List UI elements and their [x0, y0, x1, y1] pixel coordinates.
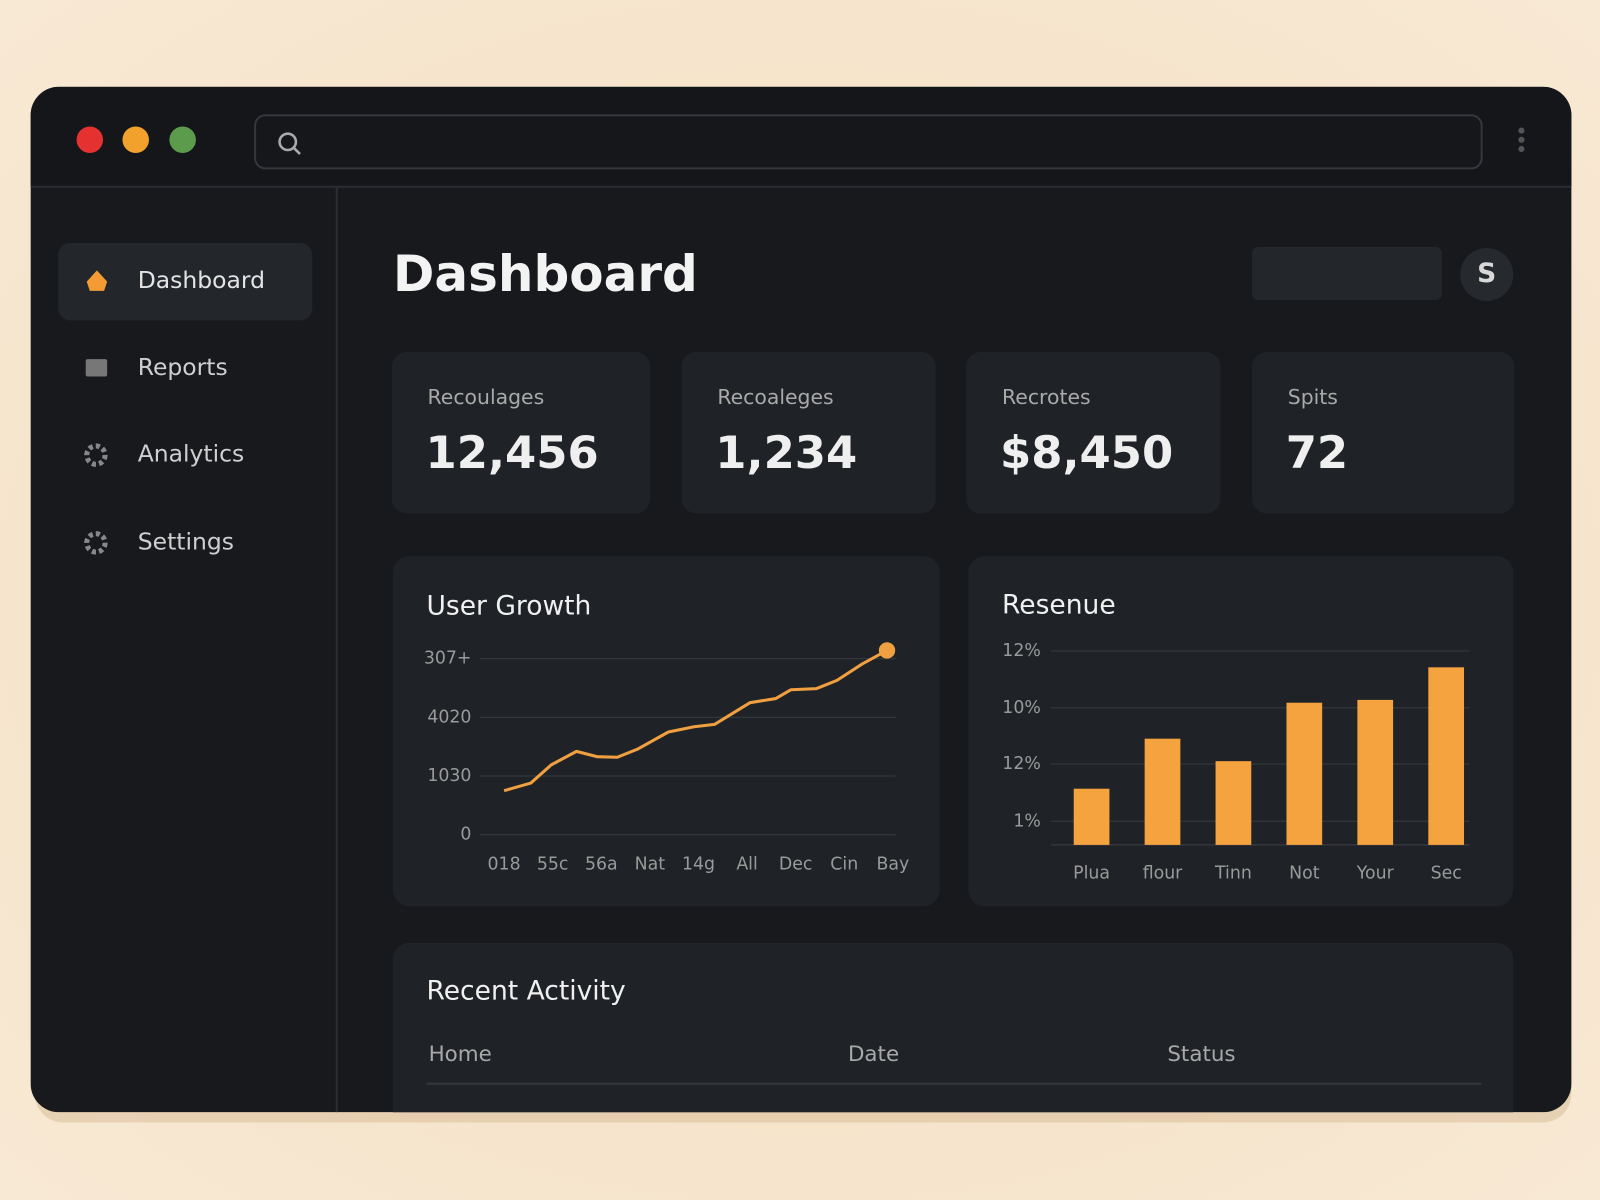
window: Dashboard Reports Analytics Settings Das…	[30, 86, 1572, 1113]
maximize-button[interactable]	[169, 126, 196, 154]
header-button[interactable]	[1252, 246, 1442, 300]
stat-label: Recoaleges	[717, 385, 833, 409]
bar	[1144, 738, 1181, 845]
search-icon-handle	[292, 147, 301, 155]
bar	[1073, 788, 1110, 845]
settings-icon	[84, 531, 108, 555]
activity-panel	[392, 942, 1514, 1113]
stat-value: 12,456	[426, 426, 599, 479]
bar	[1357, 699, 1394, 845]
stat-value: 72	[1286, 426, 1348, 479]
x-tick-label: Sec	[1431, 863, 1462, 883]
y-tick-label: 12%	[1002, 754, 1041, 774]
x-tick-label: flour	[1143, 863, 1183, 883]
x-tick-label: Bay	[876, 854, 909, 874]
x-tick-label: Your	[1356, 863, 1395, 883]
stat-card	[966, 352, 1221, 514]
x-tick-label: 55c	[537, 854, 569, 874]
nav-item[interactable]: Reports	[138, 353, 228, 381]
y-tick-label: 4020	[427, 707, 471, 727]
chart-title: Resenue	[1002, 590, 1116, 621]
active-nav-bg	[58, 242, 313, 321]
nav-item[interactable]: Analytics	[138, 440, 245, 468]
bar	[1215, 761, 1252, 845]
column-header: Home	[429, 1042, 492, 1067]
x-tick-label: 018	[488, 854, 521, 874]
x-tick-label: 56a	[585, 854, 618, 874]
reports-icon	[85, 359, 108, 377]
search-icon	[278, 132, 298, 152]
search-bar[interactable]	[254, 114, 1483, 170]
x-tick-label: Cin	[830, 854, 858, 874]
stat-label: Recrotes	[1002, 385, 1091, 409]
avatar-letter: S	[1477, 258, 1496, 289]
x-tick-label: Not	[1289, 863, 1320, 883]
y-tick-label: 0	[460, 825, 471, 845]
charts: 0 1030 4020 307+ 018 55c 56a Nat 14g All Dec Cin Bay…	[424, 641, 1470, 883]
stat-card	[681, 352, 936, 514]
x-tick-label: Nat	[635, 854, 666, 874]
y-tick-label: 1030	[427, 766, 471, 786]
analytics-icon	[84, 443, 108, 467]
column-header: Date	[848, 1042, 899, 1067]
bar	[1286, 702, 1323, 845]
bar	[1428, 667, 1465, 845]
y-tick-label: 307+	[424, 649, 472, 669]
stat-card	[1252, 352, 1515, 514]
y-tick-label: 1%	[1013, 811, 1041, 831]
nav-item[interactable]: Settings	[138, 527, 234, 555]
stat-label: Spits	[1288, 385, 1338, 409]
stat-value: 1,234	[715, 426, 857, 479]
y-tick-label: 10%	[1002, 698, 1041, 718]
minimize-button[interactable]	[122, 126, 149, 154]
y-tick-label: 12%	[1002, 641, 1041, 661]
column-header: Status	[1167, 1042, 1235, 1067]
x-tick-label: Tinn	[1214, 863, 1252, 883]
close-button[interactable]	[76, 126, 104, 154]
point	[878, 642, 896, 659]
page-title: Dashboard	[393, 245, 698, 303]
x-tick-label: All	[736, 854, 757, 874]
x-tick-label: 14g	[682, 854, 715, 874]
menu-button[interactable]	[1518, 127, 1525, 153]
stat-label: Recoulages	[428, 385, 545, 409]
chart-panel	[392, 556, 940, 907]
x-tick-label: Dec	[779, 854, 813, 874]
avatar[interactable]	[1460, 247, 1514, 302]
line	[503, 649, 888, 793]
nav-item[interactable]: Dashboard	[138, 266, 265, 294]
chart-title: User Growth	[427, 591, 592, 622]
x-tick-label: Plua	[1073, 863, 1110, 883]
stat-card	[391, 352, 650, 514]
stat-value: $8,450	[1000, 426, 1173, 479]
activity-title: Recent Activity	[427, 975, 626, 1006]
home-icon	[86, 270, 108, 291]
stat-cards: Recoulages 12,456 Recoaleges 1,234 Recrotes $…	[391, 352, 1515, 514]
